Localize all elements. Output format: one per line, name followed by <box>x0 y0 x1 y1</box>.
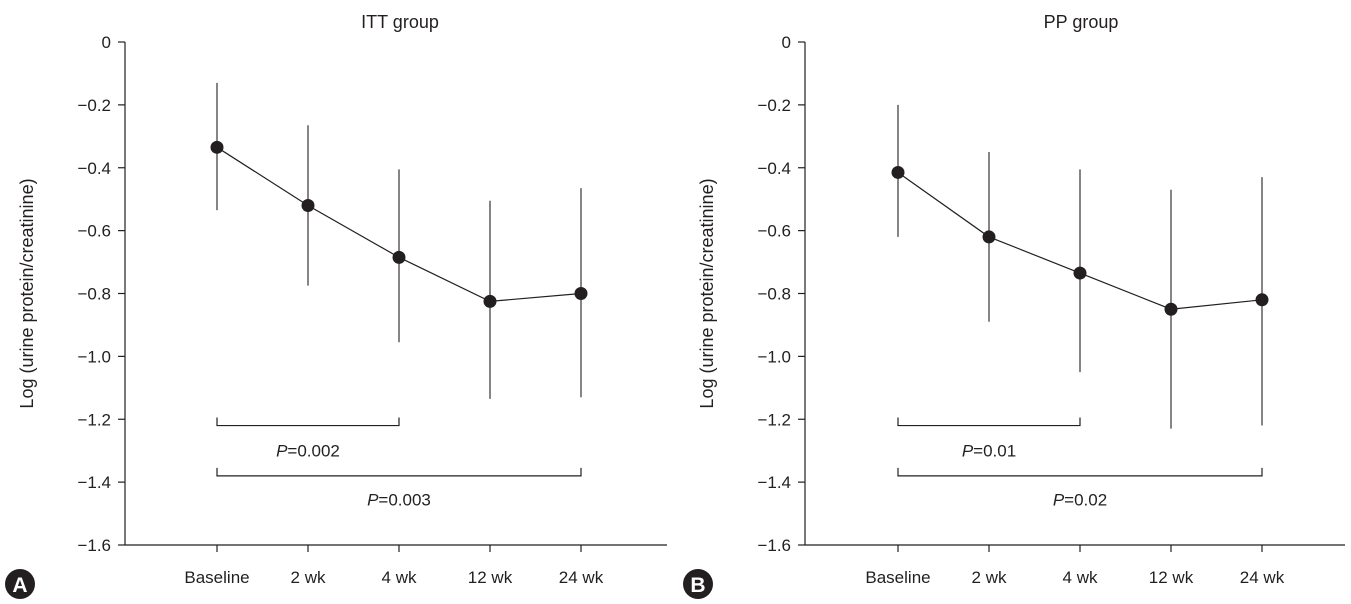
x-tick-label: Baseline <box>865 568 930 587</box>
significance-bracket <box>216 417 400 427</box>
data-point <box>483 294 497 308</box>
y-axis-label: Log (urine protein/creatinine) <box>697 178 717 408</box>
chart-title: ITT group <box>361 12 439 32</box>
y-tick-label: −1.6 <box>77 536 111 555</box>
x-tick-label: 12 wk <box>1149 568 1194 587</box>
panel-b: PP group 0 −0.2 −0.4 −0.6 −0.8 −1.0 −1.2 −1.4 −1.… <box>683 12 1345 599</box>
y-tick-label: −1.0 <box>77 347 111 366</box>
y-tick-label: −0.4 <box>77 159 111 178</box>
p-value-number: =0.002 <box>287 442 339 461</box>
data-point <box>574 287 588 300</box>
p-value-label: P=0.02 <box>1053 490 1107 509</box>
p-value-number: =0.003 <box>378 490 430 509</box>
x-tick-label: 4 wk <box>382 568 417 587</box>
y-axis-label: Log (urine protein/creatinine) <box>17 178 37 408</box>
data-point <box>210 140 224 154</box>
p-value-label: P=0.003 <box>367 490 431 509</box>
y-tick-label: −0.8 <box>77 285 111 304</box>
panel-badge <box>683 569 713 599</box>
data-point <box>1255 293 1269 307</box>
data-point <box>392 250 406 264</box>
y-tick-label: −1.2 <box>77 410 111 429</box>
y-tick-label: −1.6 <box>757 536 791 555</box>
p-value-symbol: P <box>367 490 379 509</box>
panel-badge-label: B <box>690 574 705 597</box>
p-value-symbol: P <box>962 442 974 461</box>
x-tick-label: 4 wk <box>1063 568 1098 587</box>
x-tick-label: 24 wk <box>1240 568 1285 587</box>
p-value-number: =0.01 <box>973 442 1016 461</box>
p-value-symbol: P <box>1053 490 1065 509</box>
x-tick-label: Baseline <box>184 568 249 587</box>
y-tick-label: −1.4 <box>77 473 111 492</box>
significance-bracket <box>897 417 1081 427</box>
data-point <box>982 230 996 244</box>
panel-badge-label: A <box>12 574 27 597</box>
y-tick-label: −1.0 <box>757 347 791 366</box>
significance-bracket <box>897 467 1263 477</box>
x-tick-label: 2 wk <box>291 568 326 587</box>
y-tick-label: 0 <box>102 33 111 52</box>
y-tick-label: 0 <box>782 33 791 52</box>
x-tick-label: 12 wk <box>468 568 513 587</box>
y-tick-label: −0.6 <box>757 222 791 241</box>
p-value-label: P=0.01 <box>962 442 1016 461</box>
x-tick-label: 24 wk <box>559 568 604 587</box>
data-point <box>1164 302 1178 316</box>
y-tick-label: −0.8 <box>757 285 791 304</box>
y-tick-label: −0.4 <box>757 159 791 178</box>
y-tick-label: −1.4 <box>757 473 791 492</box>
p-value-symbol: P <box>276 442 288 461</box>
p-value-label: P=0.002 <box>276 442 340 461</box>
data-point <box>301 198 315 212</box>
y-tick-label: −0.2 <box>77 96 111 115</box>
y-tick-label: −0.6 <box>77 222 111 241</box>
y-tick-label: −0.2 <box>757 96 791 115</box>
significance-bracket <box>216 467 582 477</box>
data-point <box>891 165 905 179</box>
x-tick-label: 2 wk <box>972 568 1007 587</box>
data-point <box>1073 266 1087 280</box>
panel-badge <box>5 569 35 599</box>
chart-title: PP group <box>1044 12 1119 32</box>
panel-a: ITT group 0 −0.2 −0.4 −0.6 −0.8 −1.0 −1.2 −1.4 −1… <box>5 12 667 599</box>
y-tick-label: −1.2 <box>757 410 791 429</box>
p-value-number: =0.02 <box>1064 490 1107 509</box>
